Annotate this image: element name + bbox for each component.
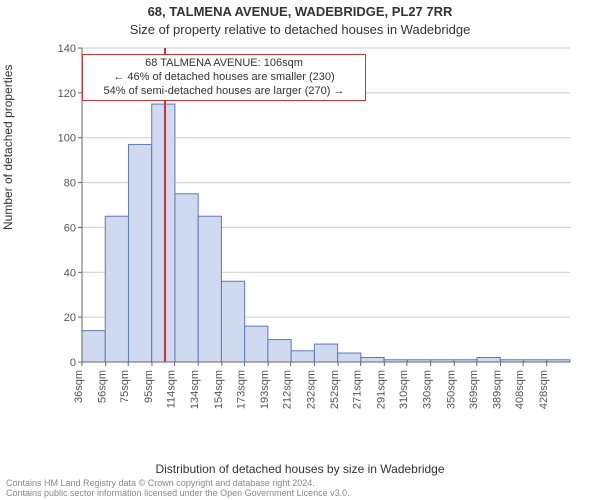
- svg-text:291sqm: 291sqm: [375, 370, 387, 409]
- svg-text:428sqm: 428sqm: [538, 370, 550, 409]
- svg-text:20: 20: [64, 312, 76, 324]
- chart-container: 68, TALMENA AVENUE, WADEBRIDGE, PL27 7RR…: [0, 0, 600, 500]
- svg-text:80: 80: [64, 178, 76, 190]
- footer-line-2: Contains public sector information licen…: [6, 489, 350, 499]
- info-line-1: 68 TALMENA AVENUE: 106sqm: [87, 57, 361, 71]
- svg-text:369sqm: 369sqm: [468, 370, 480, 409]
- svg-text:330sqm: 330sqm: [422, 370, 434, 409]
- svg-text:389sqm: 389sqm: [492, 370, 504, 409]
- svg-text:134sqm: 134sqm: [189, 370, 201, 409]
- svg-text:310sqm: 310sqm: [398, 370, 410, 409]
- footer-attribution: Contains HM Land Registry data © Crown c…: [6, 479, 350, 499]
- svg-text:140: 140: [58, 43, 76, 55]
- svg-text:120: 120: [58, 88, 76, 100]
- chart-title-main: 68, TALMENA AVENUE, WADEBRIDGE, PL27 7RR: [0, 4, 600, 19]
- svg-text:56sqm: 56sqm: [97, 370, 109, 403]
- info-line-2: ← 46% of detached houses are smaller (23…: [87, 71, 361, 85]
- x-axis-label: Distribution of detached houses by size …: [0, 462, 600, 476]
- y-axis-label: Number of detached properties: [1, 65, 15, 230]
- svg-text:212sqm: 212sqm: [282, 370, 294, 409]
- svg-text:114sqm: 114sqm: [165, 370, 177, 408]
- svg-text:154sqm: 154sqm: [213, 370, 225, 409]
- svg-text:95sqm: 95sqm: [143, 370, 155, 403]
- svg-text:0: 0: [70, 357, 76, 369]
- svg-text:193sqm: 193sqm: [259, 370, 271, 409]
- chart-title-sub: Size of property relative to detached ho…: [0, 22, 600, 37]
- svg-text:36sqm: 36sqm: [73, 370, 85, 403]
- info-line-3: 54% of semi-detached houses are larger (…: [87, 85, 361, 99]
- svg-text:60: 60: [64, 222, 76, 234]
- svg-text:232sqm: 232sqm: [305, 370, 317, 409]
- svg-text:75sqm: 75sqm: [119, 370, 131, 403]
- svg-text:408sqm: 408sqm: [514, 370, 526, 409]
- svg-text:350sqm: 350sqm: [445, 370, 457, 409]
- svg-text:173sqm: 173sqm: [235, 370, 247, 409]
- svg-text:271sqm: 271sqm: [352, 370, 364, 409]
- svg-text:100: 100: [58, 133, 76, 145]
- info-box: 68 TALMENA AVENUE: 106sqm ← 46% of detac…: [82, 54, 366, 101]
- svg-text:40: 40: [64, 267, 76, 279]
- svg-text:252sqm: 252sqm: [329, 370, 341, 409]
